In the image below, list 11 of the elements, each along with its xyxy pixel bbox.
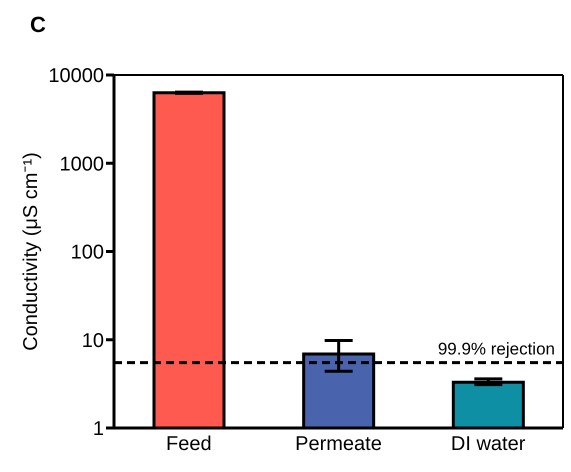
x-tick-label: DI water [450, 433, 526, 456]
x-tick-label: Permeate [295, 433, 382, 456]
y-axis-title: Conductivity (μS cm⁻¹) [20, 152, 42, 351]
y-tick-label: 10 [82, 330, 104, 352]
y-tick-label: 1000 [60, 153, 104, 176]
x-tick-label: Feed [166, 433, 212, 456]
ref-line-label: 99.9% rejection [438, 340, 555, 359]
chart-title: C [30, 12, 46, 38]
y-tick-label: 100 [70, 242, 104, 264]
y-tick-label: 10000 [48, 65, 104, 88]
y-tick-label: 1 [92, 418, 104, 440]
